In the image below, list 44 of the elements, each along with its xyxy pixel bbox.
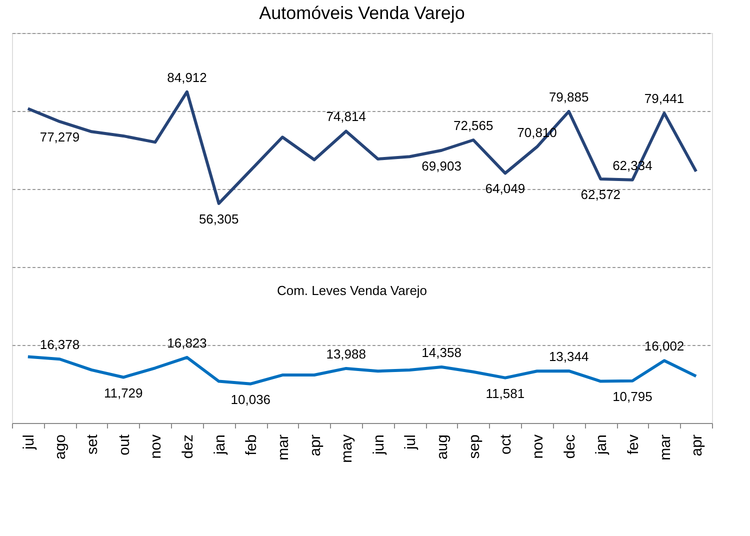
x-tick-label: feb bbox=[243, 434, 260, 456]
x-tick-label: jul bbox=[20, 434, 38, 451]
data-label: 11,581 bbox=[486, 386, 525, 401]
chart-title: Automóveis Venda Varejo bbox=[259, 3, 465, 23]
x-tick-label: mar bbox=[656, 434, 674, 460]
x-tick-label: sep bbox=[466, 434, 483, 459]
data-label: 13,344 bbox=[548, 348, 589, 364]
x-tick-label: oct bbox=[498, 434, 515, 455]
annotation: Com. Leves Venda Varejo bbox=[276, 283, 428, 298]
data-label: 16,002 bbox=[644, 338, 684, 354]
data-label: 13,988 bbox=[326, 346, 366, 362]
x-tick-label: set bbox=[84, 434, 102, 455]
data-label: 74,814 bbox=[326, 109, 366, 124]
data-label: 79,441 bbox=[644, 91, 684, 106]
x-tick-label: nov bbox=[148, 434, 165, 459]
data-label: 72,565 bbox=[453, 118, 494, 133]
data-label: 10,795 bbox=[612, 388, 652, 404]
data-label: 56,305 bbox=[198, 211, 239, 226]
x-tick-label: aug bbox=[434, 434, 452, 460]
x-tick-label: jan bbox=[593, 434, 610, 456]
data-label: 16,823 bbox=[167, 335, 207, 350]
data-label: 62,572 bbox=[580, 186, 621, 202]
x-tick-label: jul bbox=[402, 434, 420, 451]
data-label: 77,279 bbox=[40, 130, 80, 145]
x-tick-label: fev bbox=[624, 434, 642, 455]
x-tick-label: apr bbox=[306, 434, 324, 456]
data-label: 64,049 bbox=[485, 181, 526, 196]
data-label: 10,036 bbox=[230, 392, 271, 407]
x-tick-label: nov bbox=[530, 434, 546, 459]
x-tick-label: mar bbox=[274, 434, 292, 460]
x-tick-label: may bbox=[338, 434, 356, 463]
data-label: 16,378 bbox=[40, 337, 80, 352]
data-label: 11,729 bbox=[104, 385, 143, 400]
x-tick-label: dez bbox=[180, 434, 196, 459]
x-tick-label: jan bbox=[211, 434, 228, 456]
data-label: 84,912 bbox=[167, 70, 207, 85]
x-tick-label: jun bbox=[370, 434, 388, 456]
x-tick-label: ago bbox=[52, 434, 70, 460]
x-tick-label: out bbox=[116, 434, 133, 456]
x-tick-label: dec bbox=[561, 434, 578, 459]
data-label: 79,885 bbox=[548, 89, 589, 104]
data-label: 69,903 bbox=[422, 158, 462, 174]
data-label: 14,358 bbox=[422, 345, 462, 360]
x-tick-label: apr bbox=[688, 434, 706, 456]
